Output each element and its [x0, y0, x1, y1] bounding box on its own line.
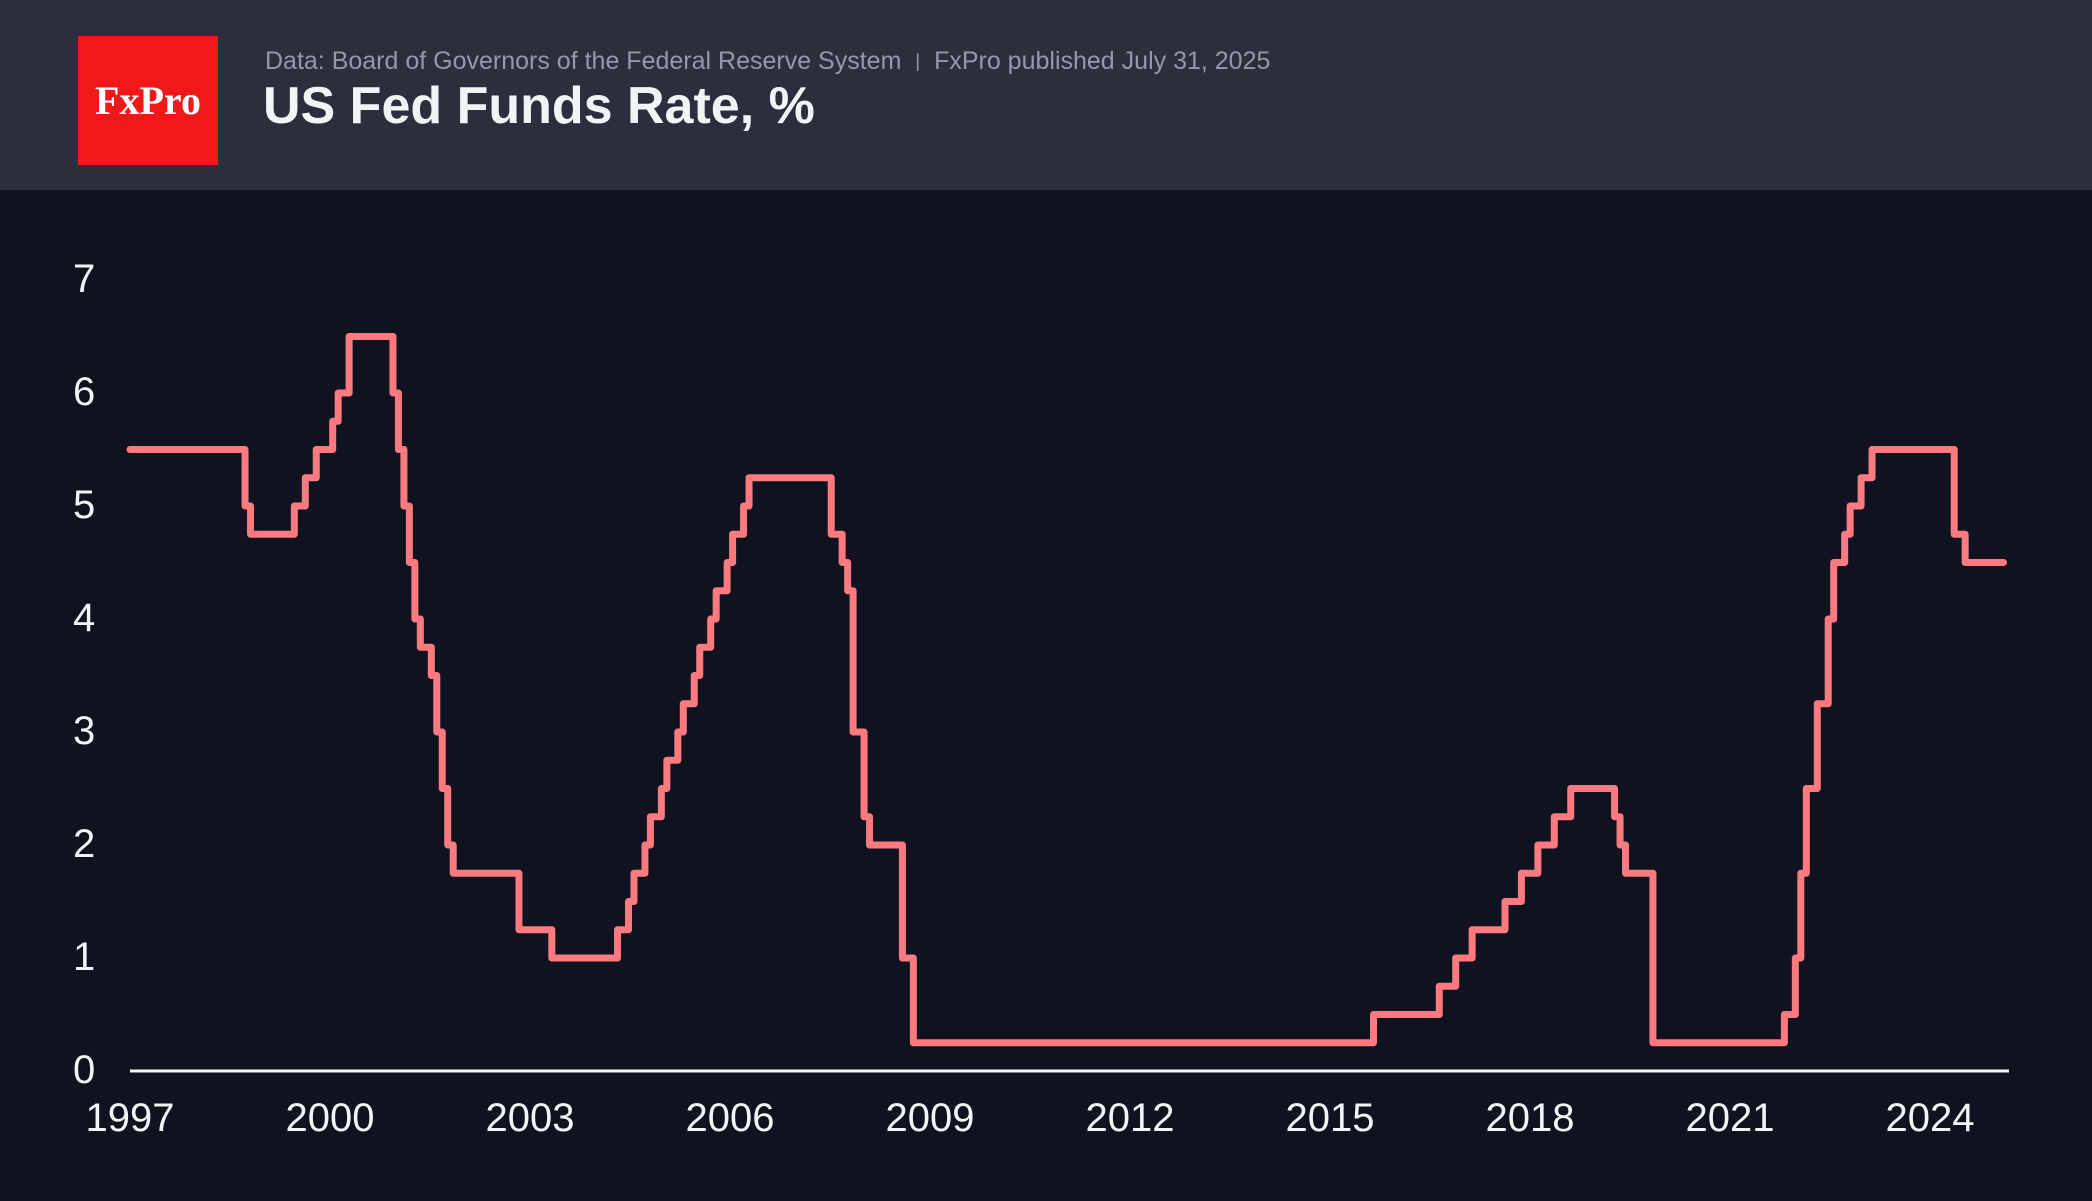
- svg-text:7: 7: [73, 257, 95, 301]
- svg-text:4: 4: [73, 596, 95, 640]
- svg-text:2018: 2018: [1486, 1096, 1575, 1140]
- svg-text:2021: 2021: [1686, 1096, 1775, 1140]
- svg-text:5: 5: [73, 483, 95, 527]
- svg-text:2012: 2012: [1086, 1096, 1175, 1140]
- svg-text:2015: 2015: [1286, 1096, 1375, 1140]
- svg-text:6: 6: [73, 370, 95, 414]
- svg-text:0: 0: [73, 1048, 95, 1092]
- svg-text:1: 1: [73, 935, 95, 979]
- svg-text:2003: 2003: [486, 1096, 575, 1140]
- svg-text:1997: 1997: [86, 1096, 175, 1140]
- svg-text:2024: 2024: [1886, 1096, 1975, 1140]
- svg-text:2009: 2009: [886, 1096, 975, 1140]
- svg-text:2000: 2000: [286, 1096, 375, 1140]
- svg-text:2006: 2006: [686, 1096, 775, 1140]
- svg-text:3: 3: [73, 709, 95, 753]
- svg-text:2: 2: [73, 822, 95, 866]
